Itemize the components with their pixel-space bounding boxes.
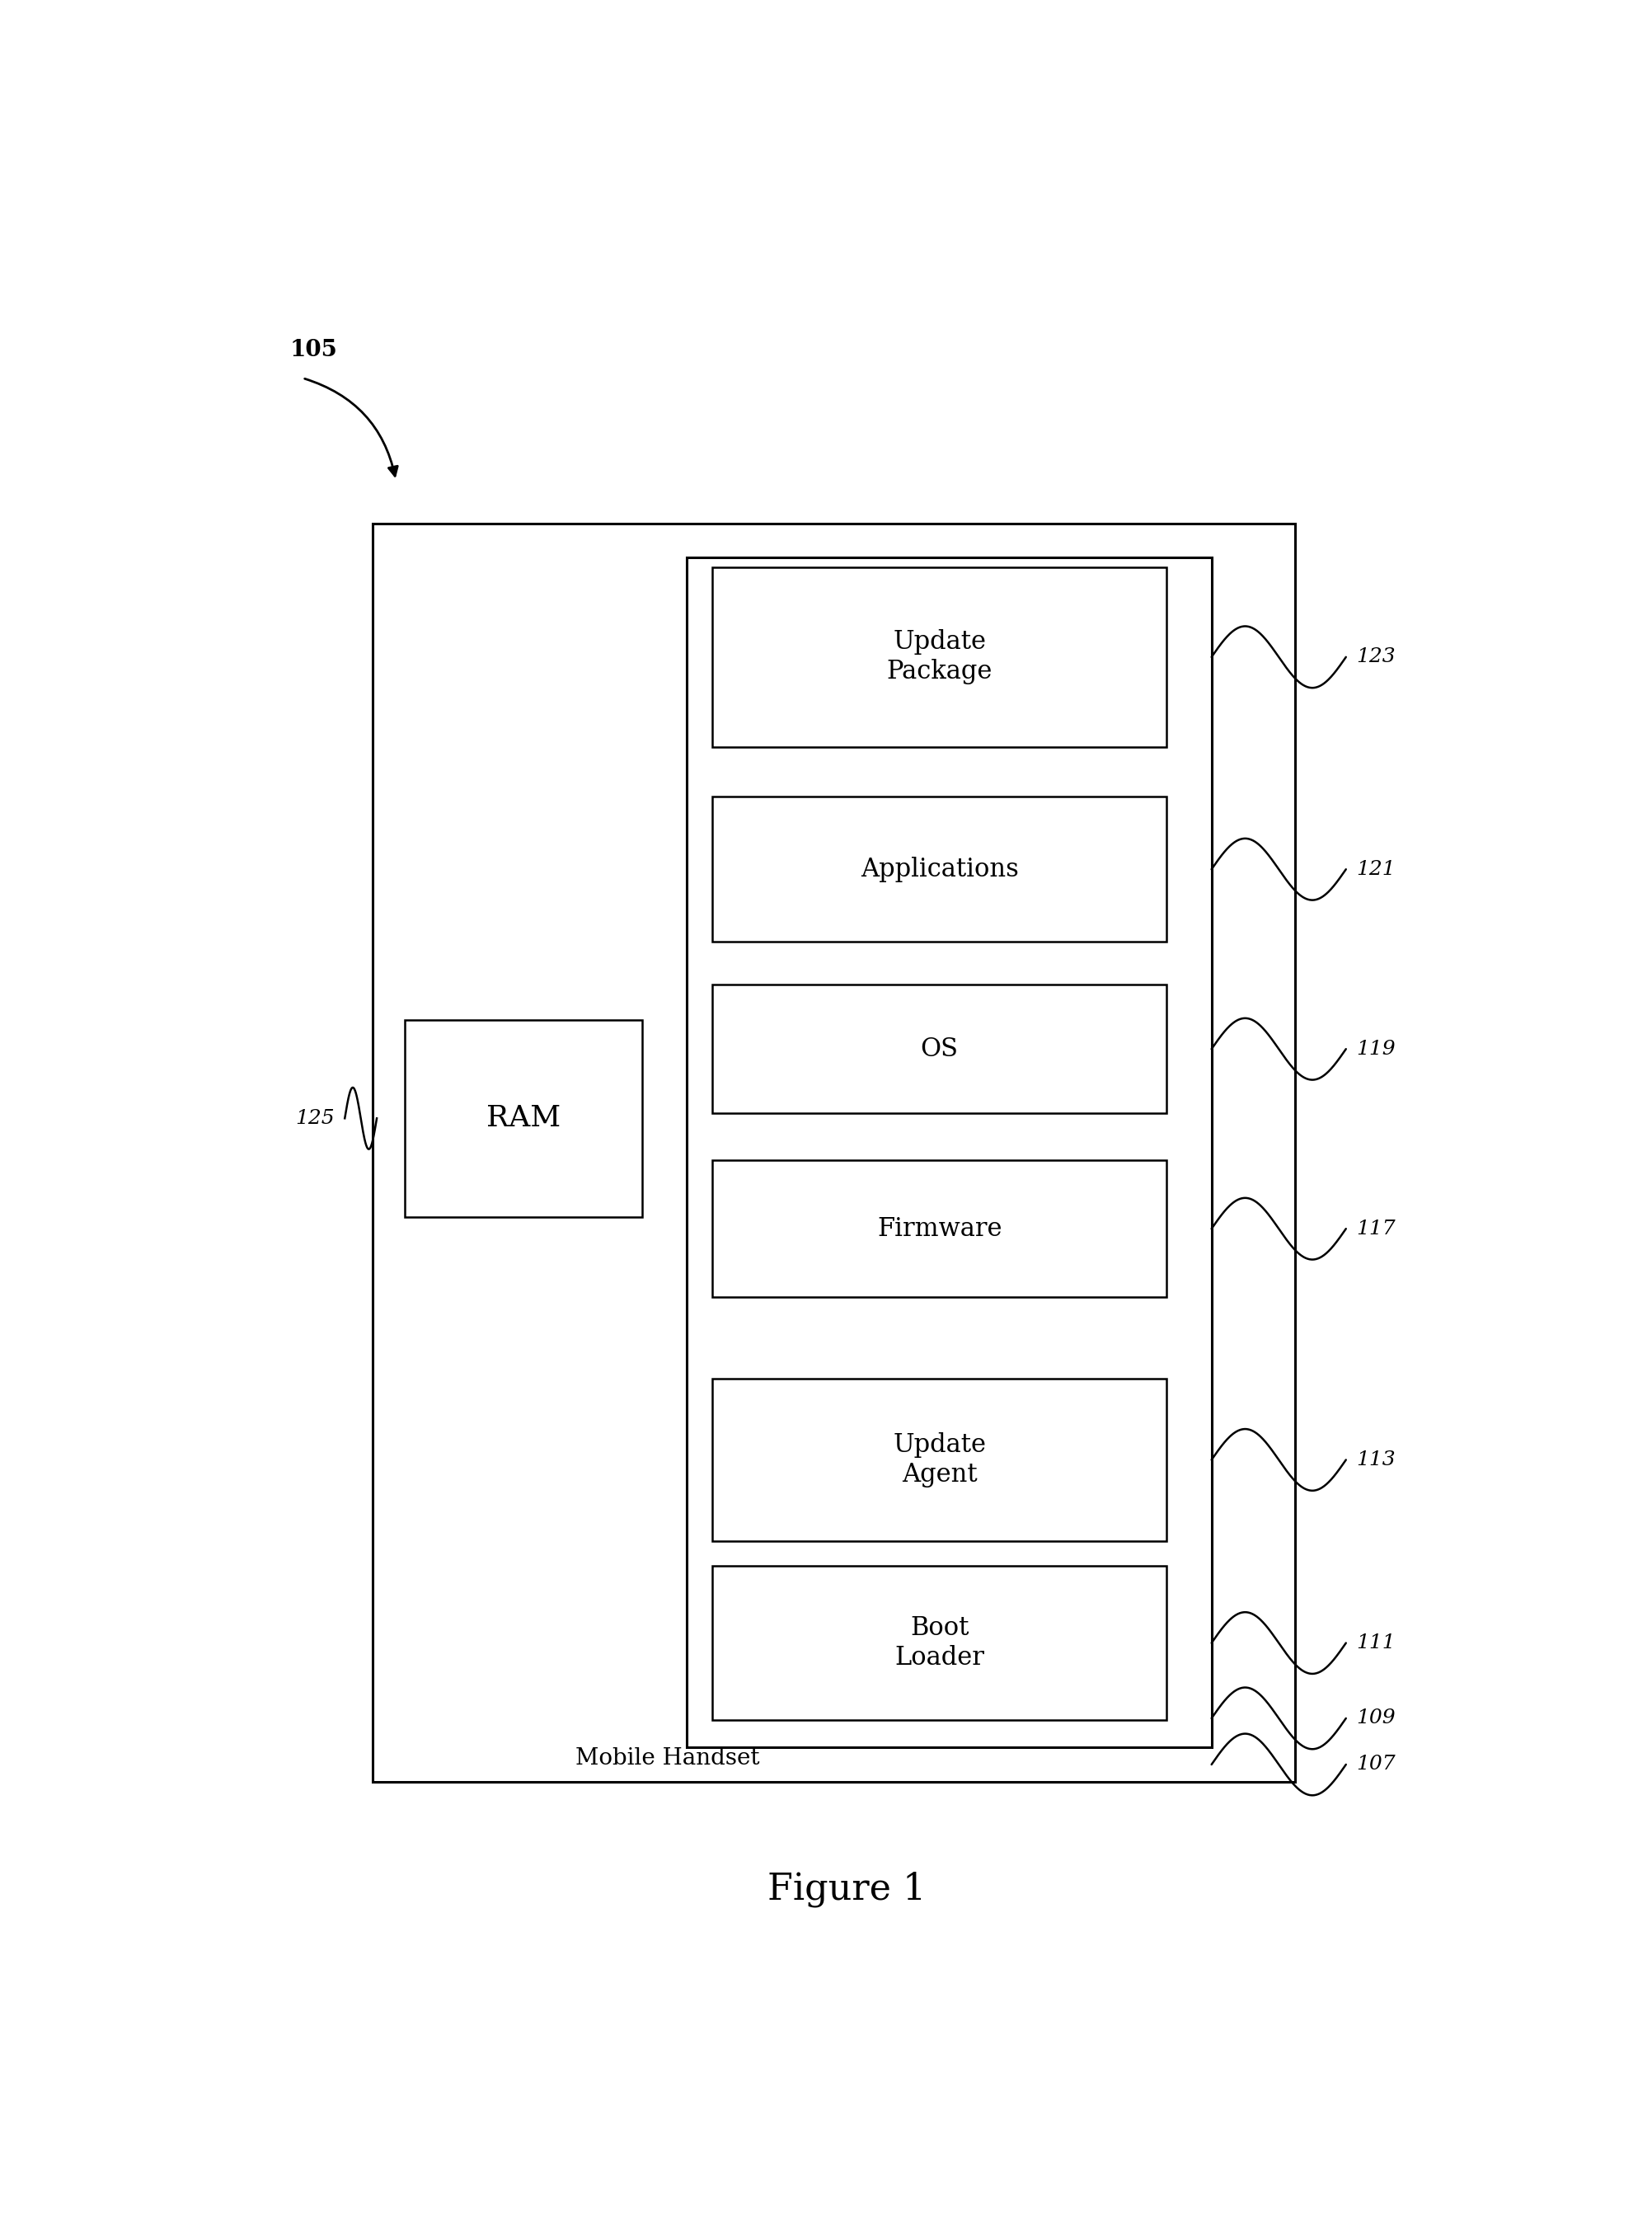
Bar xyxy=(687,558,1211,1747)
Bar xyxy=(405,1020,641,1216)
Text: Mobile Handset: Mobile Handset xyxy=(575,1747,760,1770)
Bar xyxy=(373,522,1295,1781)
Text: Firmware: Firmware xyxy=(877,1216,1001,1240)
Text: 111: 111 xyxy=(1356,1634,1396,1652)
Text: 117: 117 xyxy=(1356,1218,1396,1238)
Text: RAM: RAM xyxy=(486,1105,560,1132)
Text: OS: OS xyxy=(920,1036,958,1063)
Text: Update
Package: Update Package xyxy=(887,629,993,685)
Text: 121: 121 xyxy=(1356,860,1396,878)
Bar xyxy=(712,1160,1166,1298)
Text: 105: 105 xyxy=(289,338,337,360)
Text: 125: 125 xyxy=(296,1109,334,1127)
Text: Applications: Applications xyxy=(861,856,1019,883)
Bar xyxy=(712,985,1166,1114)
Text: Figure 1: Figure 1 xyxy=(768,1872,925,1907)
Text: Boot
Loader: Boot Loader xyxy=(895,1616,985,1669)
Bar xyxy=(712,796,1166,943)
Text: Update
Agent: Update Agent xyxy=(892,1432,986,1487)
Bar xyxy=(712,1378,1166,1541)
Text: 113: 113 xyxy=(1356,1449,1396,1469)
Text: 119: 119 xyxy=(1356,1040,1396,1058)
Bar xyxy=(712,1565,1166,1721)
Text: 123: 123 xyxy=(1356,647,1396,667)
Text: 107: 107 xyxy=(1356,1754,1396,1774)
Text: 109: 109 xyxy=(1356,1709,1396,1727)
Bar xyxy=(712,567,1166,747)
